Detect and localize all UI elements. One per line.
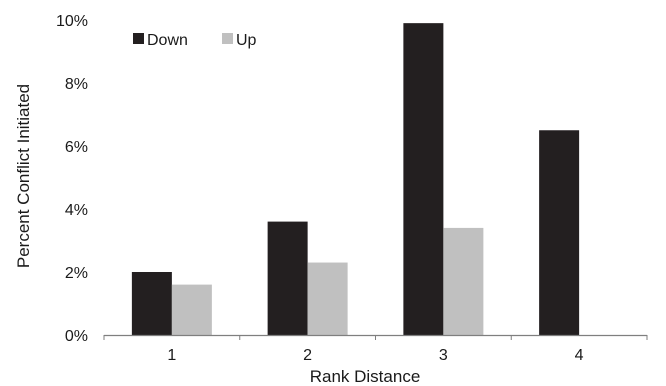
bar-up-3 xyxy=(443,227,484,335)
legend-swatch-up xyxy=(222,33,233,44)
y-tick-label: 8% xyxy=(65,76,88,93)
x-tick-label: 3 xyxy=(439,347,448,364)
bar-up-1 xyxy=(171,284,212,335)
bar-up-2 xyxy=(307,262,348,335)
y-tick-label: 10% xyxy=(56,13,88,30)
legend-label-up: Up xyxy=(236,32,257,49)
x-tick-label: 2 xyxy=(303,347,312,364)
y-tick-label: 6% xyxy=(65,139,88,156)
x-tick-label: 4 xyxy=(575,347,584,364)
bar-down-3 xyxy=(403,23,444,336)
y-tick-label: 0% xyxy=(65,328,88,345)
y-tick-label: 2% xyxy=(65,265,88,282)
legend-label-down: Down xyxy=(147,32,188,49)
bar-down-2 xyxy=(267,221,308,335)
x-tick-label: 1 xyxy=(167,347,176,364)
y-tick-label: 4% xyxy=(65,202,88,219)
bar-down-1 xyxy=(131,272,172,335)
bar-down-4 xyxy=(539,130,580,335)
legend: Down Up xyxy=(133,32,257,49)
legend-swatch-down xyxy=(133,33,144,44)
y-axis-title: Percent Conflict Initiated xyxy=(14,84,33,268)
y-axis-ticks: 0% 2% 4% 6% 8% 10% xyxy=(56,13,88,345)
bars xyxy=(131,23,580,336)
x-axis-ticks: 1 2 3 4 xyxy=(103,335,648,364)
x-axis-title: Rank Distance xyxy=(310,367,421,386)
